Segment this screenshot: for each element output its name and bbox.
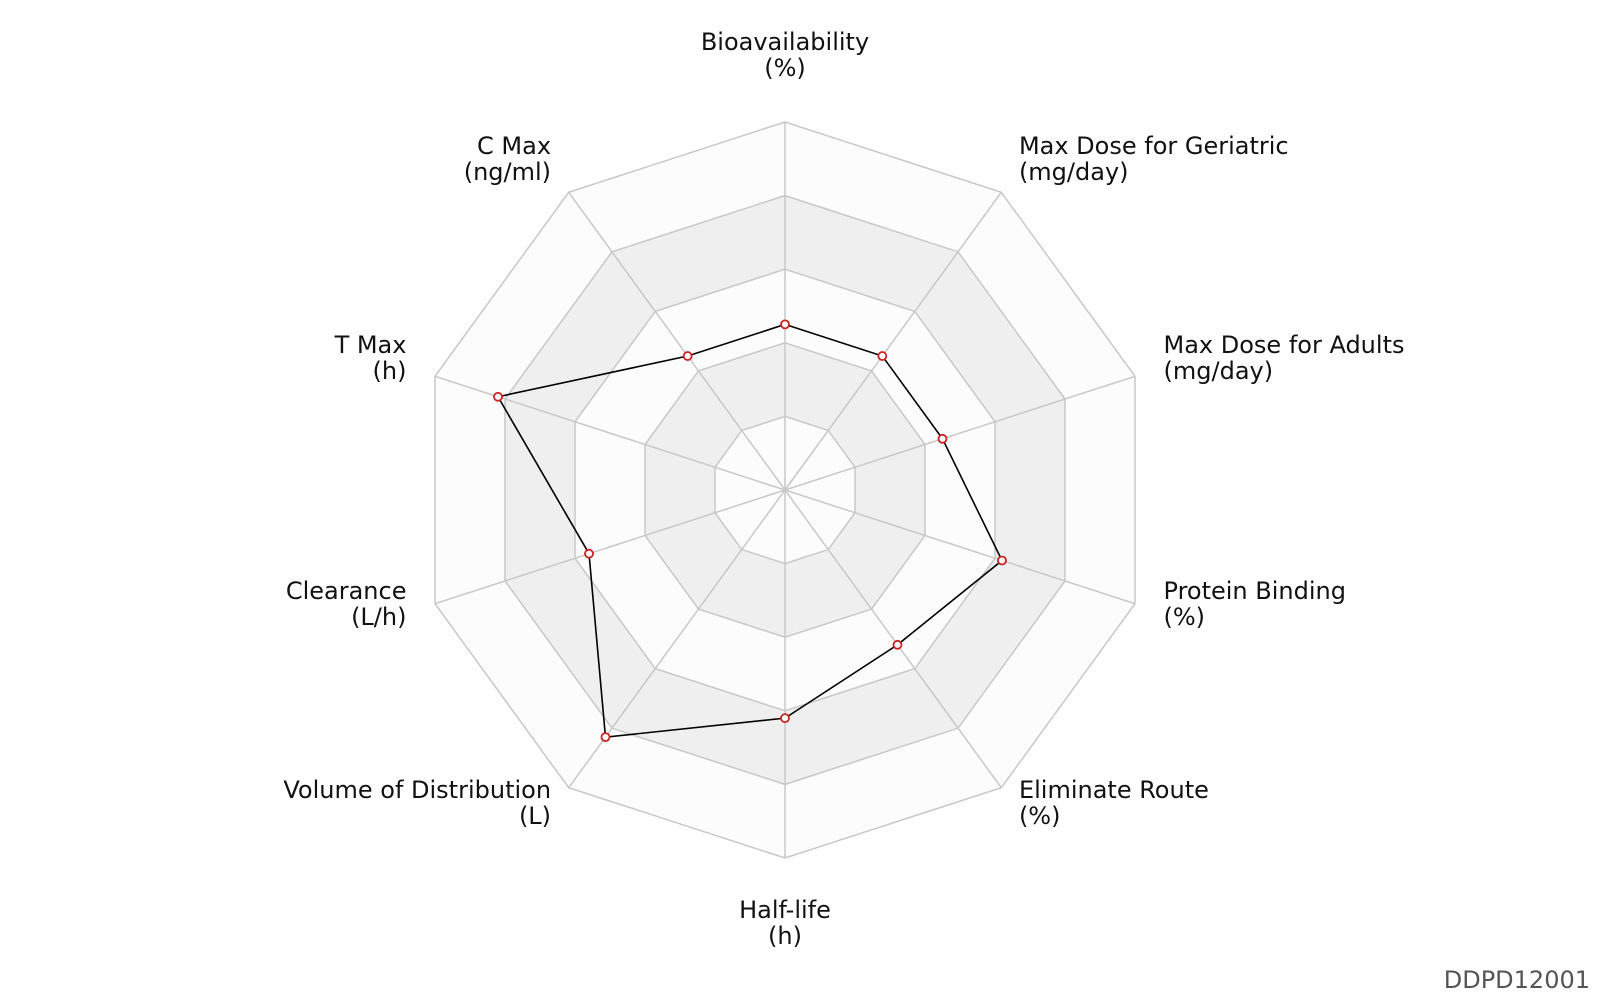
axis-label-4: Eliminate Route (%) xyxy=(1019,776,1209,830)
spoke-7 xyxy=(434,489,786,605)
data-point-3 xyxy=(997,555,1007,566)
data-point-7 xyxy=(584,548,594,559)
axis-unit: (L) xyxy=(519,802,551,830)
spoke-1 xyxy=(784,191,1002,491)
axis-label-9: C Max (ng/ml) xyxy=(464,132,551,186)
axis-label-3: Protein Binding (%) xyxy=(1164,577,1346,631)
axis-label-7: Clearance (L/h) xyxy=(286,577,407,631)
data-point-0 xyxy=(780,319,790,330)
axis-unit: (h) xyxy=(373,357,407,385)
axis-name: Clearance xyxy=(286,577,407,605)
axis-label-8: T Max (h) xyxy=(334,331,407,385)
data-point-1 xyxy=(877,351,888,361)
axis-name: Max Dose for Geriatric xyxy=(1019,132,1289,160)
axis-label-5: Half-life (h) xyxy=(739,896,831,950)
axis-unit: (%) xyxy=(764,54,806,82)
spoke-4 xyxy=(784,489,1002,789)
axis-unit: (%) xyxy=(1164,603,1206,631)
axis-label-2: Max Dose for Adults (mg/day) xyxy=(1164,331,1405,385)
axis-name: Half-life xyxy=(739,896,831,924)
axis-name: Max Dose for Adults xyxy=(1164,331,1405,359)
axis-name: Eliminate Route xyxy=(1019,776,1209,804)
data-point-4 xyxy=(892,639,903,650)
axis-unit: (ng/ml) xyxy=(464,158,551,186)
axis-label-1: Max Dose for Geriatric (mg/day) xyxy=(1019,132,1289,186)
data-point-9 xyxy=(682,351,693,361)
spoke-3 xyxy=(784,489,1136,605)
axis-unit: (L/h) xyxy=(351,603,406,631)
axis-name: T Max xyxy=(334,331,407,359)
chart-id-label: DDPD12001 xyxy=(1443,966,1590,994)
spoke-2 xyxy=(784,375,1136,491)
data-point-8 xyxy=(493,391,503,402)
spoke-9 xyxy=(568,191,786,491)
data-point-2 xyxy=(937,433,948,444)
radar-series xyxy=(493,319,1007,743)
axis-unit: (mg/day) xyxy=(1019,158,1129,186)
axis-unit: (mg/day) xyxy=(1164,357,1274,385)
axis-unit: (%) xyxy=(1019,802,1061,830)
axis-name: Protein Binding xyxy=(1164,577,1346,605)
axis-label-6: Volume of Distribution (L) xyxy=(283,776,551,830)
data-point-6 xyxy=(600,732,611,743)
axis-name: Bioavailability xyxy=(701,28,869,56)
radar-axis-labels: Bioavailability (%)Max Dose for Geriatric… xyxy=(283,28,1404,950)
axis-name: Volume of Distribution xyxy=(283,776,551,804)
spoke-8 xyxy=(434,375,786,491)
axis-unit: (h) xyxy=(768,922,802,950)
axis-label-0: Bioavailability (%) xyxy=(701,28,869,82)
axis-name: C Max xyxy=(477,132,551,160)
data-point-5 xyxy=(780,713,790,724)
